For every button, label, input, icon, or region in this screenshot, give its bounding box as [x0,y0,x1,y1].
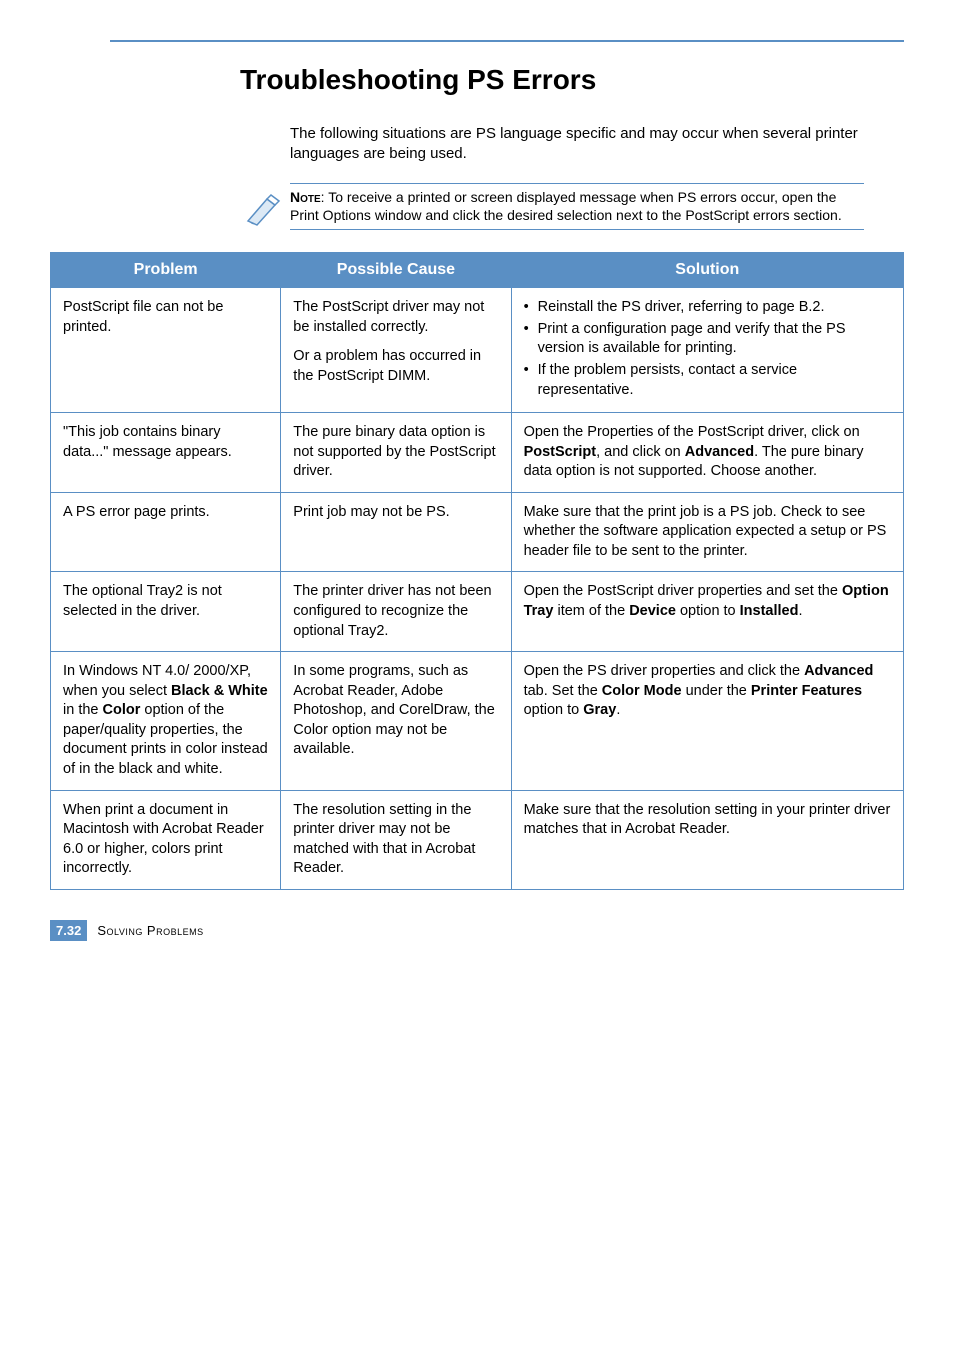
sol-bold: Color Mode [602,683,682,699]
sol-text: . [798,603,802,619]
sol-text: Open the PS driver properties and click … [524,663,804,679]
cell-cause: Print job may not be PS. [281,492,511,572]
prob-text: in the [63,702,103,718]
note-block: Note: To receive a printed or screen dis… [250,183,864,231]
sol-bold: Installed [740,603,799,619]
table-row: The optional Tray2 is not selected in th… [51,572,904,652]
cell-cause: The resolution setting in the printer dr… [281,790,511,889]
troubleshooting-table: Problem Possible Cause Solution PostScri… [50,252,904,890]
cell-solution: Make sure that the print job is a PS job… [511,492,903,572]
cell-cause: The PostScript driver may not be install… [281,288,511,413]
footer-section: Solving Problems [97,923,203,938]
table-row: "This job contains binary data..." messa… [51,413,904,493]
sol-bold: Advanced [804,663,873,679]
sol-bold: Device [629,603,676,619]
cell-solution: Reinstall the PS driver, referring to pa… [511,288,903,413]
cell-problem: "This job contains binary data..." messa… [51,413,281,493]
sol-text: , and click on [596,444,685,460]
prob-bold: Black & White [171,683,268,699]
sol-text: tab. Set the [524,683,602,699]
sol-bold: Printer Features [751,683,862,699]
cell-problem: In Windows NT 4.0/ 2000/XP, when you sel… [51,652,281,790]
footer-page-num: 32 [67,923,81,938]
cell-solution: Make sure that the resolution setting in… [511,790,903,889]
cell-problem: When print a document in Macintosh with … [51,790,281,889]
sol-text: option to [524,702,584,718]
cell-cause: In some programs, such as Acrobat Reader… [281,652,511,790]
cause-text-a: The PostScript driver may not be install… [293,299,484,335]
cell-solution: Open the PostScript driver properties an… [511,572,903,652]
cell-solution: Open the Properties of the PostScript dr… [511,413,903,493]
solution-item: If the problem persists, contact a servi… [524,361,891,400]
sol-text: option to [676,603,740,619]
note-label: Note [290,189,321,205]
table-row: PostScript file can not be printed. The … [51,288,904,413]
note-rule-top [290,183,864,184]
note-rule-bottom [290,229,864,230]
note-icon [245,191,285,232]
prob-bold: Color [103,702,141,718]
footer: 7.32 Solving Problems [50,920,904,941]
sol-text: under the [682,683,751,699]
th-problem: Problem [51,253,281,288]
page-title: Troubleshooting PS Errors [240,64,904,96]
cause-text-b: Or a problem has occurred in the PostScr… [293,348,481,384]
solution-item: Reinstall the PS driver, referring to pa… [524,298,891,318]
sol-text: Open the Properties of the PostScript dr… [524,424,860,440]
top-rule [110,40,904,42]
solution-item: Print a configuration page and verify th… [524,320,891,359]
intro-text: The following situations are PS language… [290,124,864,165]
table-row: A PS error page prints. Print job may no… [51,492,904,572]
sol-bold: Advanced [685,444,754,460]
footer-page-prefix: 7. [56,923,67,938]
sol-bold: PostScript [524,444,597,460]
sol-text: Open the PostScript driver properties an… [524,583,842,599]
table-row: In Windows NT 4.0/ 2000/XP, when you sel… [51,652,904,790]
th-cause: Possible Cause [281,253,511,288]
sol-bold: Gray [583,702,616,718]
cell-problem: The optional Tray2 is not selected in th… [51,572,281,652]
cell-cause: The printer driver has not been configur… [281,572,511,652]
sol-text: item of the [553,603,629,619]
note-body: : To receive a printed or screen display… [290,189,842,224]
footer-page-badge: 7.32 [50,920,87,941]
th-solution: Solution [511,253,903,288]
cell-cause: The pure binary data option is not suppo… [281,413,511,493]
cell-problem: A PS error page prints. [51,492,281,572]
sol-text: . [616,702,620,718]
table-row: When print a document in Macintosh with … [51,790,904,889]
cell-problem: PostScript file can not be printed. [51,288,281,413]
cell-solution: Open the PS driver properties and click … [511,652,903,790]
note-text: Note: To receive a printed or screen dis… [290,188,864,226]
